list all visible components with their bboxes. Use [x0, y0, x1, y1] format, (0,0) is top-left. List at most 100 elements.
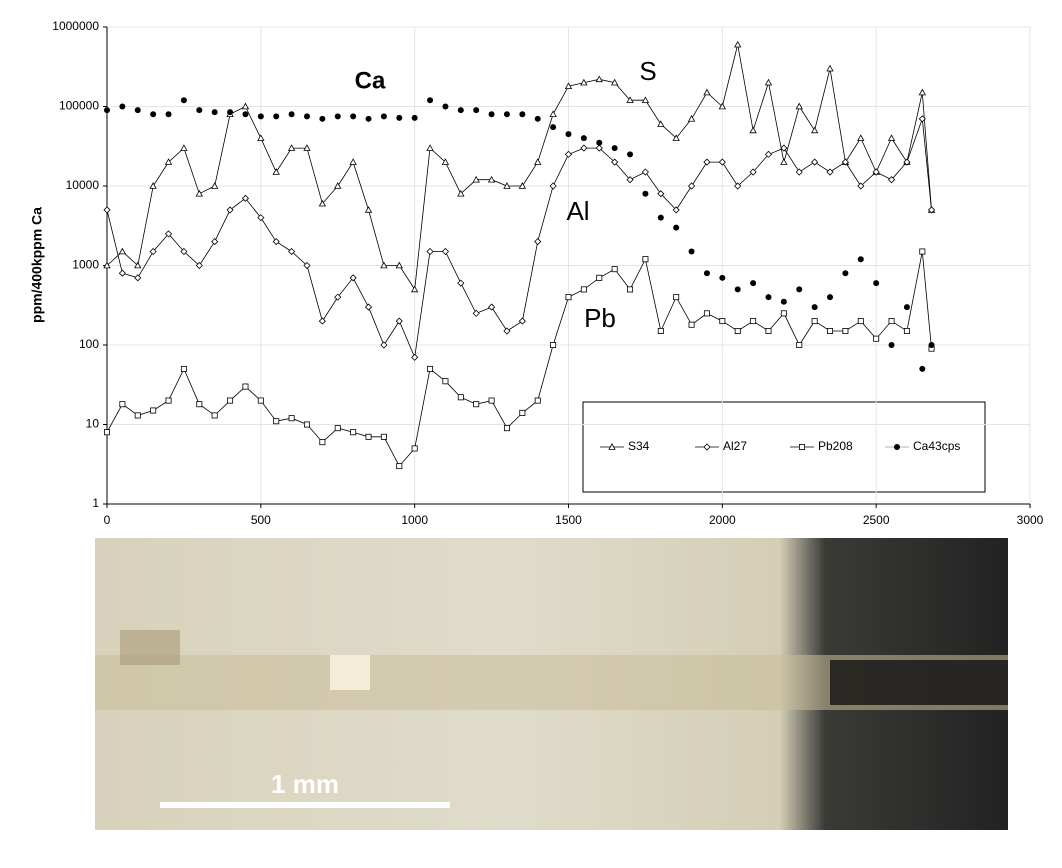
marker — [274, 419, 279, 424]
marker — [720, 318, 725, 323]
marker — [535, 159, 541, 164]
x-tick-label: 3000 — [1017, 513, 1044, 527]
marker — [212, 239, 218, 245]
marker — [535, 398, 540, 403]
marker — [258, 135, 264, 140]
marker — [643, 257, 648, 262]
marker — [929, 342, 935, 348]
marker — [227, 109, 233, 115]
marker — [304, 113, 310, 119]
marker — [581, 145, 587, 151]
marker — [120, 402, 125, 407]
marker — [135, 413, 140, 418]
annotation: Ca — [355, 67, 386, 94]
marker — [458, 395, 463, 400]
marker — [919, 90, 925, 95]
y-tick-label: 1 — [92, 496, 99, 510]
marker — [273, 113, 279, 119]
marker — [858, 135, 864, 140]
annotation: S — [639, 56, 656, 86]
marker — [843, 328, 848, 333]
marker — [689, 322, 694, 327]
marker — [412, 446, 417, 451]
marker — [504, 111, 510, 117]
marker — [181, 366, 186, 371]
marker — [735, 42, 741, 47]
y-tick-label: 1000 — [72, 258, 99, 272]
marker — [889, 135, 895, 140]
marker — [765, 80, 771, 85]
marker — [827, 328, 832, 333]
marker — [412, 286, 418, 291]
marker — [550, 111, 556, 116]
marker — [289, 111, 295, 117]
marker — [151, 408, 156, 413]
marker — [458, 280, 464, 286]
marker — [904, 328, 909, 333]
marker — [858, 318, 863, 323]
marker — [566, 295, 571, 300]
marker — [581, 135, 587, 141]
marker — [781, 159, 787, 164]
marker — [135, 107, 141, 113]
marker — [812, 159, 818, 165]
marker — [351, 430, 356, 435]
marker — [381, 342, 387, 348]
marker — [196, 107, 202, 113]
annotation: Pb — [584, 303, 616, 333]
marker — [443, 379, 448, 384]
marker — [335, 426, 340, 431]
marker — [366, 434, 371, 439]
marker — [781, 311, 786, 316]
marker — [765, 294, 771, 300]
marker — [458, 107, 464, 113]
marker — [427, 249, 433, 255]
marker — [243, 384, 248, 389]
marker — [366, 116, 372, 122]
x-tick-label: 2500 — [863, 513, 890, 527]
y-axis-label: ppm/400kppm Ca — [29, 207, 45, 323]
marker — [320, 440, 325, 445]
y-tick-label: 10000 — [66, 178, 100, 192]
marker — [581, 287, 586, 292]
y-tick-label: 1000000 — [52, 19, 99, 33]
marker — [319, 116, 325, 122]
y-tick-label: 10 — [86, 417, 100, 431]
marker — [489, 111, 495, 117]
legend-label: S34 — [628, 439, 650, 453]
marker — [873, 280, 879, 286]
marker — [212, 413, 217, 418]
marker — [904, 304, 910, 310]
marker — [750, 280, 756, 286]
marker — [919, 366, 925, 372]
marker — [242, 111, 248, 117]
marker — [427, 145, 433, 150]
marker — [273, 239, 279, 245]
marker — [627, 287, 632, 292]
marker — [719, 159, 725, 165]
marker — [150, 111, 156, 117]
marker — [689, 116, 695, 121]
marker — [704, 90, 710, 95]
marker — [366, 304, 372, 310]
marker — [596, 76, 602, 81]
x-tick-label: 1000 — [401, 513, 428, 527]
marker — [319, 318, 325, 324]
x-tick-label: 500 — [251, 513, 271, 527]
marker — [642, 169, 648, 175]
marker — [566, 151, 572, 157]
marker — [842, 270, 848, 276]
marker — [550, 124, 556, 130]
marker — [396, 115, 402, 121]
marker — [304, 422, 309, 427]
series-line — [107, 45, 932, 290]
marker — [735, 286, 741, 292]
chart: ppm/400kppm Ca 1 mm 11010010001000010000… — [0, 0, 1062, 863]
marker — [858, 256, 864, 262]
legend-label: Al27 — [723, 439, 747, 453]
marker — [796, 286, 802, 292]
marker — [612, 145, 618, 151]
marker — [827, 66, 833, 71]
legend-marker — [894, 444, 900, 450]
marker — [104, 107, 110, 113]
